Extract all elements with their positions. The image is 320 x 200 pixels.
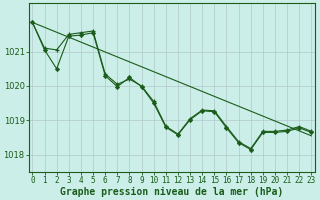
X-axis label: Graphe pression niveau de la mer (hPa): Graphe pression niveau de la mer (hPa) <box>60 186 284 197</box>
